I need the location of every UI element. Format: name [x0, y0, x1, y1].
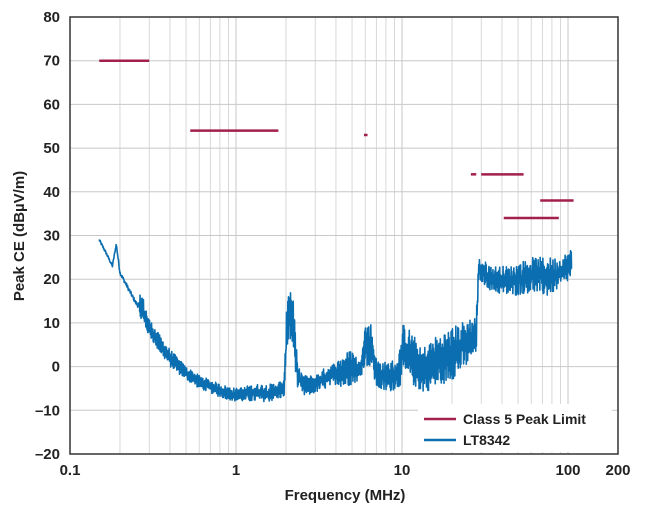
legend-box [418, 404, 612, 452]
legend-label-limit: Class 5 Peak Limit [463, 411, 586, 427]
y-tick-label: 80 [43, 9, 60, 26]
y-tick-label: 40 [43, 184, 60, 201]
y-tick-label: 60 [43, 96, 60, 113]
measurement-trace [98, 239, 573, 403]
y-tick-label: 10 [43, 315, 60, 332]
y-tick-label: 0 [52, 359, 60, 376]
y-tick-label: 20 [43, 271, 60, 288]
x-tick-label: 10 [394, 462, 411, 479]
y-axis-title: Peak CE (dBµV/m) [11, 171, 28, 301]
x-axis-title: Frequency (MHz) [285, 487, 406, 504]
legend: Class 5 Peak Limit LT8342 [418, 404, 612, 452]
x-tick-label: 200 [605, 462, 630, 479]
legend-label-measurement: LT8342 [463, 432, 510, 448]
x-axis-ticks: 0.1 1 10 100 200 [60, 462, 631, 479]
x-tick-label: 100 [556, 462, 581, 479]
y-tick-label: 50 [43, 140, 60, 157]
plot-frame [69, 16, 619, 455]
x-tick-label: 0.1 [60, 462, 81, 479]
y-tick-label: –10 [35, 402, 60, 419]
y-tick-label: –20 [35, 446, 60, 463]
grid [69, 16, 619, 455]
measurement-series [98, 239, 573, 403]
limit-series [99, 59, 574, 220]
x-tick-label: 1 [232, 462, 240, 479]
y-axis-ticks: 80 70 60 50 40 30 20 10 0 –10 –20 [35, 9, 60, 463]
y-tick-label: 30 [43, 228, 60, 245]
y-tick-label: 70 [43, 53, 60, 70]
